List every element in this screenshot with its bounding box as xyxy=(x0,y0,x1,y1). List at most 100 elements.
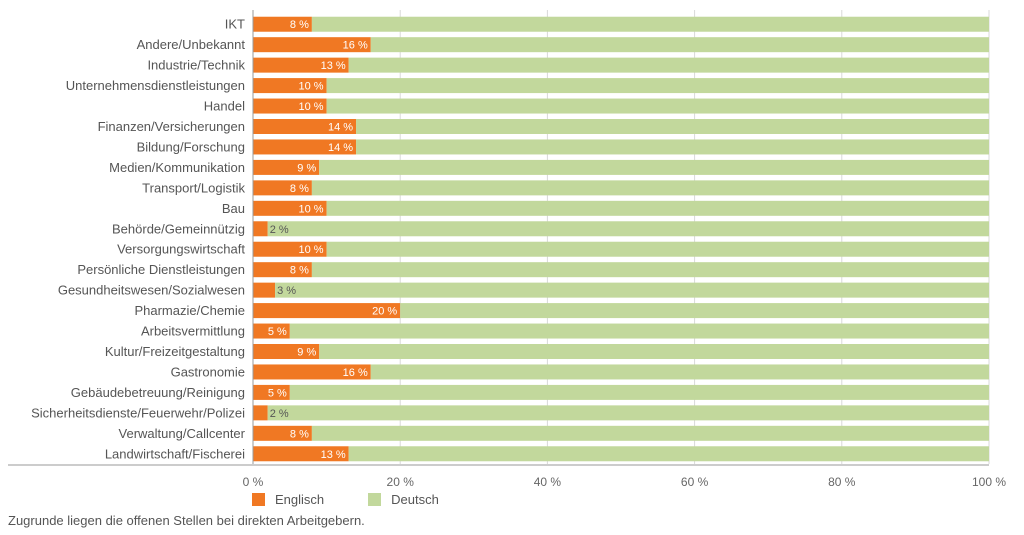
data-label: 3 % xyxy=(277,285,296,297)
bar-deutsch xyxy=(348,446,989,462)
data-label: 16 % xyxy=(343,367,368,379)
bar-deutsch xyxy=(348,57,989,73)
category-label: Bildung/Forschung xyxy=(137,139,245,154)
category-label: Handel xyxy=(204,99,245,114)
legend: Englisch Deutsch xyxy=(252,492,483,507)
category-label: Behörde/Gemeinnützig xyxy=(112,221,245,236)
bar-englisch xyxy=(253,139,357,155)
data-label: 13 % xyxy=(321,60,346,72)
bar-englisch xyxy=(253,364,371,380)
legend-item-deutsch: Deutsch xyxy=(368,492,439,507)
category-label: Gebäudebetreuung/Reinigung xyxy=(71,385,245,400)
data-label: 10 % xyxy=(299,244,324,256)
category-label: Persönliche Dienstleistungen xyxy=(77,262,245,277)
data-label: 8 % xyxy=(290,428,309,440)
category-label: Andere/Unbekannt xyxy=(137,37,246,52)
data-label: 2 % xyxy=(270,408,289,420)
category-label: Pharmazie/Chemie xyxy=(134,303,245,318)
data-label: 9 % xyxy=(297,162,316,174)
data-label: 8 % xyxy=(290,265,309,277)
data-label: 20 % xyxy=(372,306,397,318)
bar-deutsch xyxy=(289,323,989,339)
bar-englisch xyxy=(253,241,327,257)
bar-deutsch xyxy=(370,364,989,380)
bar-englisch xyxy=(253,159,320,175)
bar-deutsch xyxy=(326,78,990,94)
data-label: 2 % xyxy=(270,224,289,236)
data-label: 16 % xyxy=(343,40,368,52)
data-label: 10 % xyxy=(299,101,324,113)
bar-deutsch xyxy=(267,405,990,421)
legend-label-englisch: Englisch xyxy=(275,492,325,507)
x-tick-label: 100 % xyxy=(972,475,1006,489)
bar-englisch xyxy=(253,57,349,73)
category-label: Arbeitsvermittlung xyxy=(141,324,245,339)
bar-deutsch xyxy=(326,241,990,257)
bar-englisch xyxy=(253,262,312,278)
bar-englisch xyxy=(253,78,327,94)
bar-englisch xyxy=(253,200,327,216)
category-label: Industrie/Technik xyxy=(147,58,245,73)
category-label: Verwaltung/Callcenter xyxy=(119,426,246,441)
data-label: 8 % xyxy=(290,19,309,31)
bar-deutsch xyxy=(319,159,989,175)
category-label: Landwirtschaft/Fischerei xyxy=(105,446,245,461)
x-tick-label: 60 % xyxy=(681,475,709,489)
bar-deutsch xyxy=(370,37,989,53)
stacked-bar-chart: IKT 8 % Andere/Unbekannt 16 % Industrie/Tech… xyxy=(8,10,1006,489)
category-label: Versorgungswirtschaft xyxy=(117,242,245,257)
category-label: Finanzen/Versicherungen xyxy=(98,119,245,134)
bar-deutsch xyxy=(311,262,989,278)
data-label: 14 % xyxy=(328,122,353,134)
bar-deutsch xyxy=(311,16,989,32)
bar-englisch xyxy=(253,446,349,462)
bar-deutsch xyxy=(400,303,989,319)
bar-deutsch xyxy=(267,221,990,237)
data-label: 10 % xyxy=(299,81,324,93)
bar-englisch xyxy=(253,119,357,134)
bar-englisch xyxy=(253,16,312,32)
bar-deutsch xyxy=(289,384,989,400)
bar-englisch xyxy=(253,303,401,319)
bar-deutsch xyxy=(326,98,990,114)
x-tick-label: 20 % xyxy=(387,475,415,489)
data-label: 5 % xyxy=(268,326,287,338)
legend-swatch-deutsch xyxy=(368,493,382,506)
bar-deutsch xyxy=(311,425,989,441)
bar-englisch xyxy=(253,425,312,441)
bar-deutsch xyxy=(311,180,989,196)
bar-englisch xyxy=(253,344,320,359)
x-tick-label: 40 % xyxy=(534,475,562,489)
footnote: Zugrunde liegen die offenen Stellen bei … xyxy=(8,513,365,528)
legend-swatch-englisch xyxy=(252,493,265,506)
bar-englisch xyxy=(253,282,276,298)
category-label: IKT xyxy=(225,17,245,32)
category-label: Medien/Kommunikation xyxy=(109,160,245,175)
bar-deutsch xyxy=(326,200,990,216)
bar-englisch xyxy=(253,98,327,114)
data-label: 10 % xyxy=(299,203,324,215)
category-label: Unternehmensdienstleistungen xyxy=(66,78,245,93)
bar-deutsch xyxy=(356,139,989,155)
data-label: 5 % xyxy=(268,387,287,399)
bar-deutsch xyxy=(356,119,989,134)
data-label: 9 % xyxy=(297,347,316,359)
data-label: 13 % xyxy=(321,449,346,461)
category-label: Gesundheitswesen/Sozialwesen xyxy=(58,283,245,298)
bar-englisch xyxy=(253,323,290,339)
bar-englisch xyxy=(253,37,371,53)
bar-englisch xyxy=(253,221,268,237)
legend-label-deutsch: Deutsch xyxy=(391,492,439,507)
category-label: Gastronomie xyxy=(171,364,245,379)
category-label: Sicherheitsdienste/Feuerwehr/Polizei xyxy=(31,405,245,420)
x-tick-label: 0 % xyxy=(243,475,264,489)
bar-englisch xyxy=(253,180,312,196)
bar-deutsch xyxy=(319,344,989,359)
x-tick-label: 80 % xyxy=(828,475,856,489)
bar-englisch xyxy=(253,405,268,421)
category-label: Transport/Logistik xyxy=(142,180,245,195)
category-label: Bau xyxy=(222,201,245,216)
data-label: 8 % xyxy=(290,183,309,195)
bar-deutsch xyxy=(275,282,990,298)
bar-englisch xyxy=(253,384,290,400)
